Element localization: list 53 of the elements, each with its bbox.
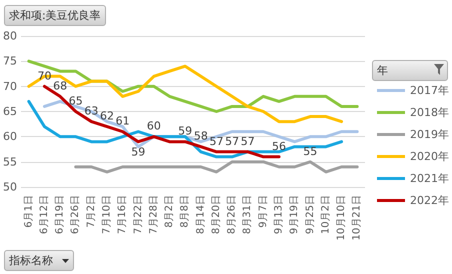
x-tick-label: 8月2日 (164, 195, 176, 228)
data-label: 68 (53, 79, 68, 92)
x-tick-label: 7月16日 (117, 195, 128, 234)
data-label: 57 (209, 134, 224, 148)
data-label: 57 (225, 134, 240, 148)
legend-label: 2017年 (410, 84, 449, 97)
data-label: 58 (194, 130, 208, 143)
x-tick-label: 8月14日 (195, 195, 206, 234)
legend-label: 2019年 (410, 128, 449, 141)
x-tick-label: 7月10日 (102, 195, 112, 234)
legend-label: 2021年 (410, 172, 449, 185)
y-tick-label: 65 (2, 105, 17, 118)
x-tick-label: 7月22日 (132, 195, 144, 234)
x-tick-label: 8月8日 (180, 195, 191, 228)
x-tick-label: 6月19日 (54, 195, 66, 234)
data-label: 59 (131, 146, 146, 159)
x-tick-label: 6月12日 (38, 195, 50, 234)
x-tick-label: 7月28日 (148, 195, 160, 234)
y-tick-label: 75 (2, 54, 17, 68)
chart-title: 求和项:美豆优良率 (4, 5, 106, 26)
x-tick-label: 9月13日 (274, 195, 284, 234)
x-tick-label: 6月26日 (70, 195, 82, 234)
legend-title: 年 (377, 64, 388, 77)
legend-label: 2020年 (410, 150, 449, 163)
x-tick-label: 10月21日 (352, 195, 363, 240)
data-label: 55 (303, 144, 318, 158)
data-label: 63 (84, 104, 98, 118)
data-label: 60 (146, 120, 161, 133)
y-tick-label: 70 (2, 80, 17, 93)
x-tick-label: 7月2日 (86, 195, 97, 228)
x-tick-label: 10月10日 (336, 195, 348, 240)
data-label: 56 (272, 140, 286, 153)
x-tick-label: 8月26日 (226, 195, 238, 234)
data-label: 62 (100, 110, 114, 123)
data-label: 70 (37, 69, 52, 82)
legend-label: 2018年 (410, 106, 449, 119)
x-tick-label: 6月1日 (23, 195, 34, 228)
x-tick-label: 8月20日 (210, 195, 222, 234)
y-tick-label: 50 (2, 180, 17, 194)
x-tick-label: 8月31日 (242, 195, 254, 234)
x-tick-label: 9月19日 (289, 195, 300, 234)
data-label: 59 (178, 124, 192, 138)
y-tick-label: 60 (2, 130, 17, 144)
data-label: 61 (116, 114, 130, 128)
x-tick-label: 9月25日 (304, 195, 316, 234)
legend-label: 2022年 (410, 194, 449, 207)
data-label: 65 (68, 94, 83, 108)
x-tick-label: 9月7日 (258, 195, 269, 228)
data-label: 57 (240, 134, 255, 148)
text: 指标名称 (9, 254, 53, 267)
y-tick-label: 80 (2, 30, 17, 42)
y-tick-label: 55 (2, 155, 17, 168)
x-tick-label: 10月2日 (320, 195, 332, 234)
